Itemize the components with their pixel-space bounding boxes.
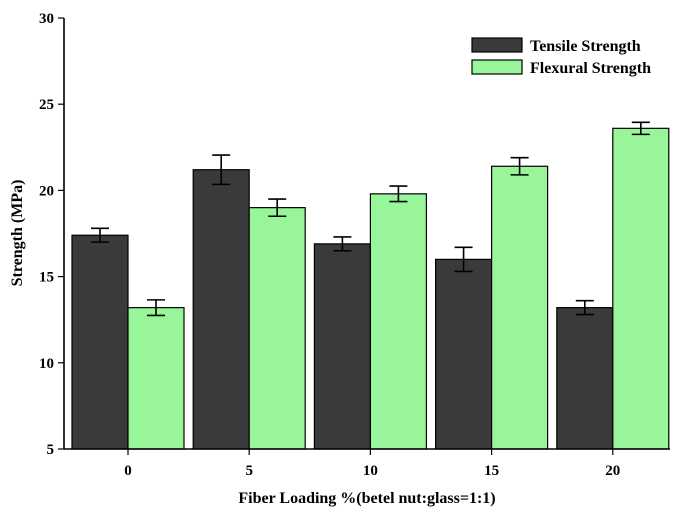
bar <box>556 307 614 450</box>
y-tick-label: 5 <box>47 442 55 458</box>
legend-label: Tensile Strength <box>530 38 641 55</box>
x-tick-label: 15 <box>484 463 499 479</box>
bar <box>71 234 129 450</box>
legend: Tensile Strength Flexural Strength <box>471 37 651 77</box>
bar <box>313 243 371 450</box>
bar <box>248 207 306 450</box>
x-axis-title: Fiber Loading %(betel nut:glass=1:1) <box>238 490 495 507</box>
x-ticks: 0 5 10 15 20 <box>124 449 620 479</box>
x-tick-label: 20 <box>605 463 620 479</box>
bar <box>612 127 670 450</box>
bars-layer <box>71 121 670 450</box>
bar <box>435 258 493 450</box>
legend-label: Flexural Strength <box>530 60 651 77</box>
bar <box>491 165 549 450</box>
x-tick-label: 10 <box>363 463 378 479</box>
bar <box>192 169 250 450</box>
y-tick-label: 25 <box>39 97 54 113</box>
y-axis-title: Strength (MPa) <box>9 180 26 287</box>
y-tick-label: 20 <box>39 183 54 199</box>
y-ticks: 5 10 15 20 25 30 <box>39 11 64 458</box>
y-tick-label: 10 <box>39 356 54 372</box>
axes-layer <box>63 18 670 450</box>
x-tick-label: 0 <box>124 463 132 479</box>
bar <box>127 307 185 450</box>
y-tick-label: 30 <box>39 11 54 27</box>
legend-swatch <box>471 37 523 53</box>
bar <box>369 193 427 450</box>
y-tick-label: 15 <box>39 270 54 286</box>
legend-swatch <box>471 59 523 75</box>
x-tick-label: 5 <box>245 463 253 479</box>
